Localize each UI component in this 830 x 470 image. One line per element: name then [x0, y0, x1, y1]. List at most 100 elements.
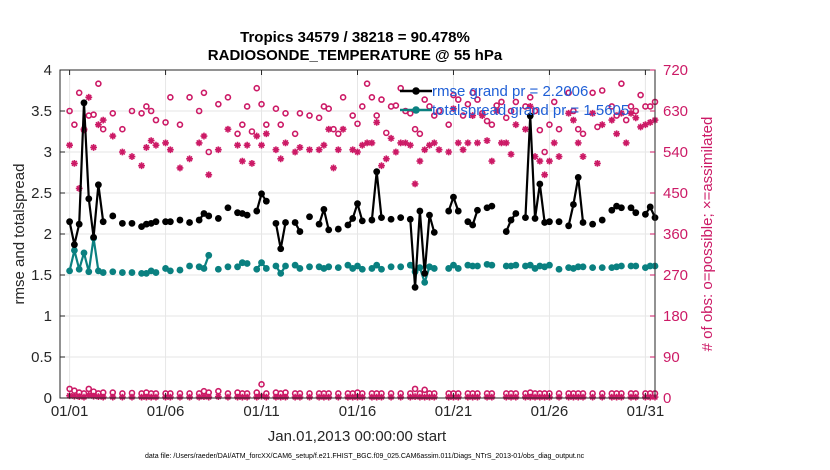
obs-possible-marker — [579, 130, 587, 138]
totalspread-point — [214, 265, 222, 273]
obs-assimilated-marker — [138, 162, 145, 170]
obs-assimilated-marker — [397, 393, 405, 401]
totalspread-point — [546, 261, 553, 269]
rmse-point — [277, 245, 285, 253]
obs-assimilated-marker — [234, 141, 241, 149]
rmse-point — [426, 211, 433, 219]
obs-assimilated-marker — [426, 393, 433, 401]
obs-assimilated-marker — [426, 141, 433, 149]
obs-assimilated-marker — [349, 146, 357, 154]
obs-assimilated-marker — [330, 164, 337, 172]
obs-possible-marker — [205, 148, 213, 156]
y-tick-label: 1 — [44, 308, 52, 325]
obs-possible-marker — [416, 130, 424, 138]
obs-possible-marker — [546, 121, 553, 128]
obs-assimilated-marker — [176, 164, 184, 172]
rmse-point — [258, 190, 265, 198]
obs-assimilated-marker — [325, 125, 333, 133]
totalspread-point — [325, 263, 333, 271]
y2-tick-label: 720 — [663, 62, 688, 79]
obs-possible-marker — [435, 107, 443, 115]
obs-assimilated-marker — [66, 141, 73, 149]
obs-possible-marker — [277, 121, 285, 128]
obs-assimilated-marker — [339, 125, 347, 133]
rmse-point — [589, 220, 597, 228]
totalspread-point — [205, 251, 213, 259]
obs-assimilated-marker — [402, 139, 409, 147]
rmse-point — [296, 228, 304, 235]
series-rmse — [66, 99, 659, 291]
obs-assimilated-marker — [450, 105, 457, 113]
y2-tick-label: 270 — [663, 267, 688, 284]
totalspread-point — [502, 262, 510, 270]
obs-assimilated-marker — [315, 393, 323, 401]
obs-assimilated-marker — [262, 130, 270, 138]
obs-assimilated-marker — [574, 393, 582, 401]
obs-assimilated-marker — [166, 393, 174, 401]
totalspread-point — [296, 265, 304, 272]
rmse-point — [522, 214, 529, 222]
obs-possible-marker — [234, 130, 241, 138]
rmse-point — [118, 219, 126, 227]
obs-assimilated-marker — [526, 103, 534, 110]
obs-possible-marker — [167, 94, 174, 101]
obs-assimilated-marker — [195, 393, 203, 401]
rmse-point — [373, 168, 381, 176]
rmse-point — [344, 221, 352, 229]
obs-assimilated-marker — [94, 393, 102, 401]
rmse-point — [306, 213, 313, 221]
obs-possible-marker — [363, 80, 371, 87]
obs-possible-marker — [507, 107, 515, 115]
rmse-point — [464, 218, 472, 226]
obs-possible-marker — [215, 100, 222, 108]
rmse-point — [320, 206, 328, 213]
rmse-point — [570, 201, 577, 208]
y-tick-label: 3 — [44, 144, 52, 161]
obs-possible-marker — [531, 107, 539, 115]
obs-assimilated-marker — [272, 393, 280, 401]
obs-assimilated-marker — [214, 146, 222, 154]
obs-possible-marker — [109, 109, 117, 117]
rmse-point — [75, 220, 83, 228]
y2-tick-label: 630 — [663, 103, 688, 120]
obs-assimilated-marker — [373, 393, 381, 401]
rmse-point — [166, 218, 174, 226]
totalspread-point — [344, 261, 352, 269]
obs-possible-marker — [622, 116, 630, 124]
obs-possible-marker — [296, 109, 304, 117]
obs-possible-marker — [162, 119, 169, 126]
obs-assimilated-marker — [488, 393, 496, 401]
rmse-point — [205, 212, 213, 220]
obs-assimilated-marker — [296, 393, 304, 401]
rmse-point — [282, 219, 289, 226]
rmse-point — [555, 218, 563, 226]
obs-assimilated-marker — [147, 137, 155, 145]
obs-possible-marker — [272, 105, 280, 113]
obs-assimilated-marker — [224, 393, 232, 401]
obs-assimilated-marker — [493, 107, 501, 115]
obs-assimilated-marker — [358, 141, 366, 149]
obs-possible-marker — [565, 89, 572, 97]
obs-assimilated-marker — [176, 393, 184, 401]
rmse-point — [579, 219, 587, 226]
y-axis-label: rmse and totalspread — [11, 164, 28, 305]
totalspread-point — [70, 247, 78, 254]
data-file-footer: data file: /Users/raeder/DAI/ATM_forcXX/… — [145, 453, 585, 460]
rmse-point — [152, 218, 160, 226]
obs-assimilated-marker — [507, 150, 515, 158]
obs-assimilated-marker — [277, 393, 285, 401]
obs-assimilated-marker — [608, 116, 616, 124]
obs-assimilated-marker — [488, 157, 496, 165]
obs-possible-marker — [354, 120, 361, 128]
obs-possible-marker — [373, 112, 380, 119]
obs-assimilated-marker — [306, 146, 313, 154]
obs-assimilated-marker — [277, 155, 285, 163]
rmse-point — [430, 228, 438, 236]
rmse-point — [243, 211, 251, 219]
rmse-point — [531, 215, 539, 222]
obs-possible-marker — [291, 130, 299, 138]
legend-rmse-marker — [412, 87, 420, 95]
obs-assimilated-marker — [349, 393, 357, 401]
obs-assimilated-marker — [498, 139, 505, 147]
